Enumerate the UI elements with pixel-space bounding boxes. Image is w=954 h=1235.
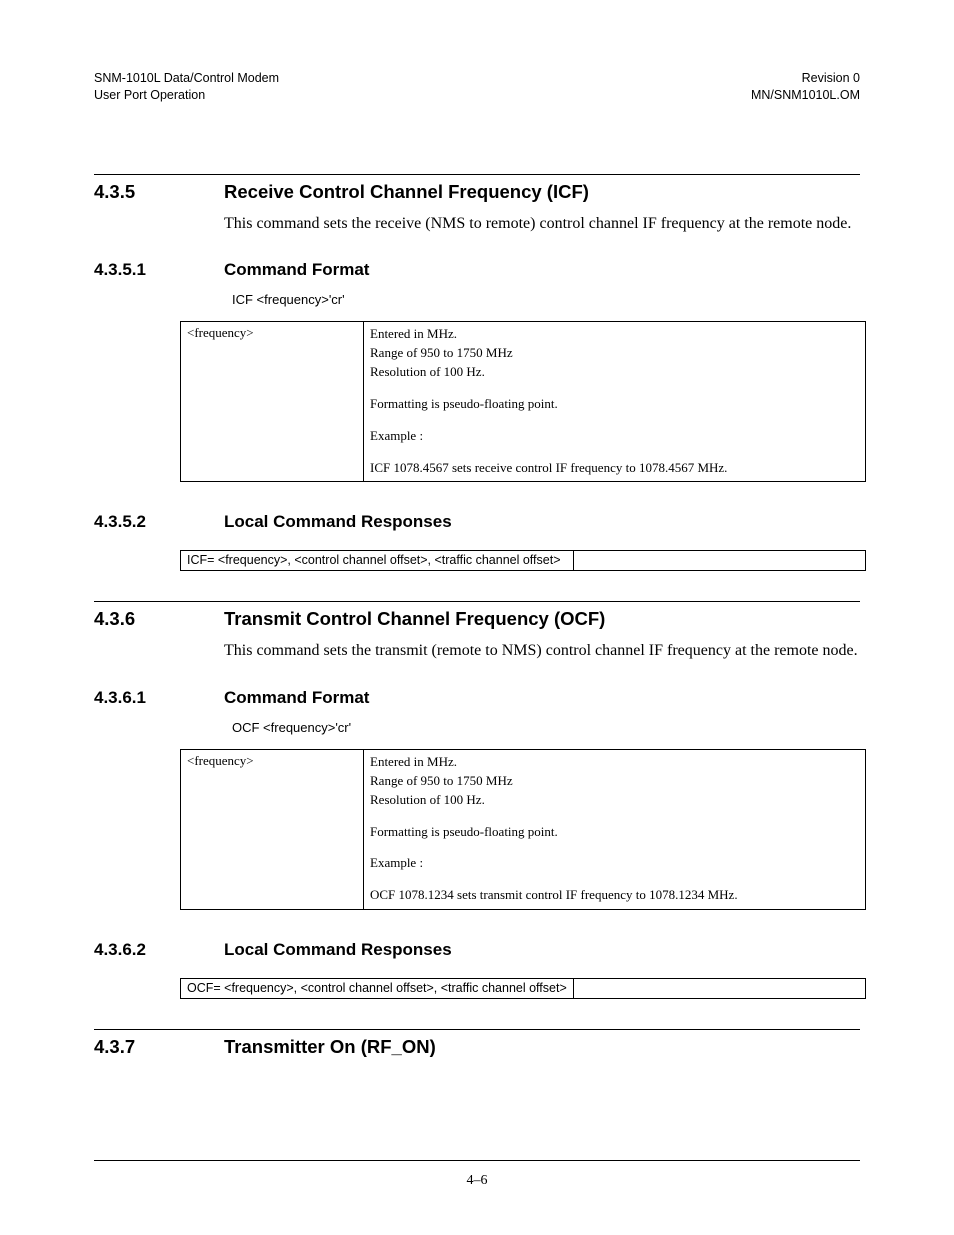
section-body-436: This command sets the transmit (remote t…: [224, 640, 860, 662]
section-heading-435: 4.3.5 Receive Control Channel Frequency …: [94, 181, 860, 203]
param-line: Resolution of 100 Hz.: [370, 364, 485, 379]
page-number: 4–6: [0, 1173, 954, 1189]
param-desc: Entered in MHz. Range of 950 to 1750 MHz…: [364, 750, 866, 910]
response-empty: [574, 979, 866, 999]
section-number: 4.3.6: [94, 608, 224, 630]
section-title: Receive Control Channel Frequency (ICF): [224, 181, 589, 203]
section-title: Transmit Control Channel Frequency (OCF): [224, 608, 605, 630]
param-line: Entered in MHz.: [370, 754, 457, 769]
param-key: <frequency>: [181, 750, 364, 910]
header-right-line2: MN/SNM1010L.OM: [751, 87, 860, 104]
header-left-line1: SNM-1010L Data/Control Modem: [94, 70, 279, 87]
response-text: OCF= <frequency>, <control channel offse…: [181, 979, 574, 999]
section-title: Local Command Responses: [224, 940, 452, 960]
section-title: Transmitter On (RF_ON): [224, 1036, 436, 1058]
section-rule: [94, 174, 860, 175]
section-heading-437: 4.3.7 Transmitter On (RF_ON): [94, 1036, 860, 1058]
section-heading-4352: 4.3.5.2 Local Command Responses: [94, 512, 860, 532]
header-right-line1: Revision 0: [751, 70, 860, 87]
param-line: Entered in MHz.: [370, 326, 457, 341]
running-header: SNM-1010L Data/Control Modem User Port O…: [94, 70, 860, 104]
param-key: <frequency>: [181, 322, 364, 482]
section-heading-4361: 4.3.6.1 Command Format: [94, 688, 860, 708]
header-left: SNM-1010L Data/Control Modem User Port O…: [94, 70, 279, 104]
command-format-ocf: OCF <frequency>'cr': [232, 720, 860, 735]
page: SNM-1010L Data/Control Modem User Port O…: [0, 0, 954, 1235]
header-right: Revision 0 MN/SNM1010L.OM: [751, 70, 860, 104]
section-rule: [94, 1029, 860, 1030]
param-table-ocf: <frequency> Entered in MHz. Range of 950…: [180, 749, 866, 910]
param-desc: Entered in MHz. Range of 950 to 1750 MHz…: [364, 322, 866, 482]
param-line: Example :: [370, 855, 423, 870]
section-number: 4.3.7: [94, 1036, 224, 1058]
response-text: ICF= <frequency>, <control channel offse…: [181, 551, 574, 571]
param-line: ICF 1078.4567 sets receive control IF fr…: [370, 460, 727, 475]
param-line: Resolution of 100 Hz.: [370, 792, 485, 807]
param-line: Range of 950 to 1750 MHz: [370, 773, 513, 788]
section-title: Command Format: [224, 688, 369, 708]
section-number: 4.3.6.2: [94, 940, 224, 960]
param-line: Formatting is pseudo-floating point.: [370, 824, 558, 839]
section-title: Local Command Responses: [224, 512, 452, 532]
param-line: Formatting is pseudo-floating point.: [370, 396, 558, 411]
section-body-435: This command sets the receive (NMS to re…: [224, 213, 860, 235]
param-table-icf: <frequency> Entered in MHz. Range of 950…: [180, 321, 866, 482]
section-heading-4362: 4.3.6.2 Local Command Responses: [94, 940, 860, 960]
header-left-line2: User Port Operation: [94, 87, 279, 104]
param-line: Range of 950 to 1750 MHz: [370, 345, 513, 360]
param-line: Example :: [370, 428, 423, 443]
section-number: 4.3.5: [94, 181, 224, 203]
response-table-ocf: OCF= <frequency>, <control channel offse…: [180, 978, 866, 999]
section-number: 4.3.5.2: [94, 512, 224, 532]
section-heading-4351: 4.3.5.1 Command Format: [94, 260, 860, 280]
footer-rule: [94, 1160, 860, 1161]
section-rule: [94, 601, 860, 602]
response-empty: [574, 551, 866, 571]
response-table-icf: ICF= <frequency>, <control channel offse…: [180, 550, 866, 571]
section-title: Command Format: [224, 260, 369, 280]
section-number: 4.3.6.1: [94, 688, 224, 708]
command-format-icf: ICF <frequency>'cr': [232, 292, 860, 307]
section-number: 4.3.5.1: [94, 260, 224, 280]
section-heading-436: 4.3.6 Transmit Control Channel Frequency…: [94, 608, 860, 630]
param-line: OCF 1078.1234 sets transmit control IF f…: [370, 887, 738, 902]
